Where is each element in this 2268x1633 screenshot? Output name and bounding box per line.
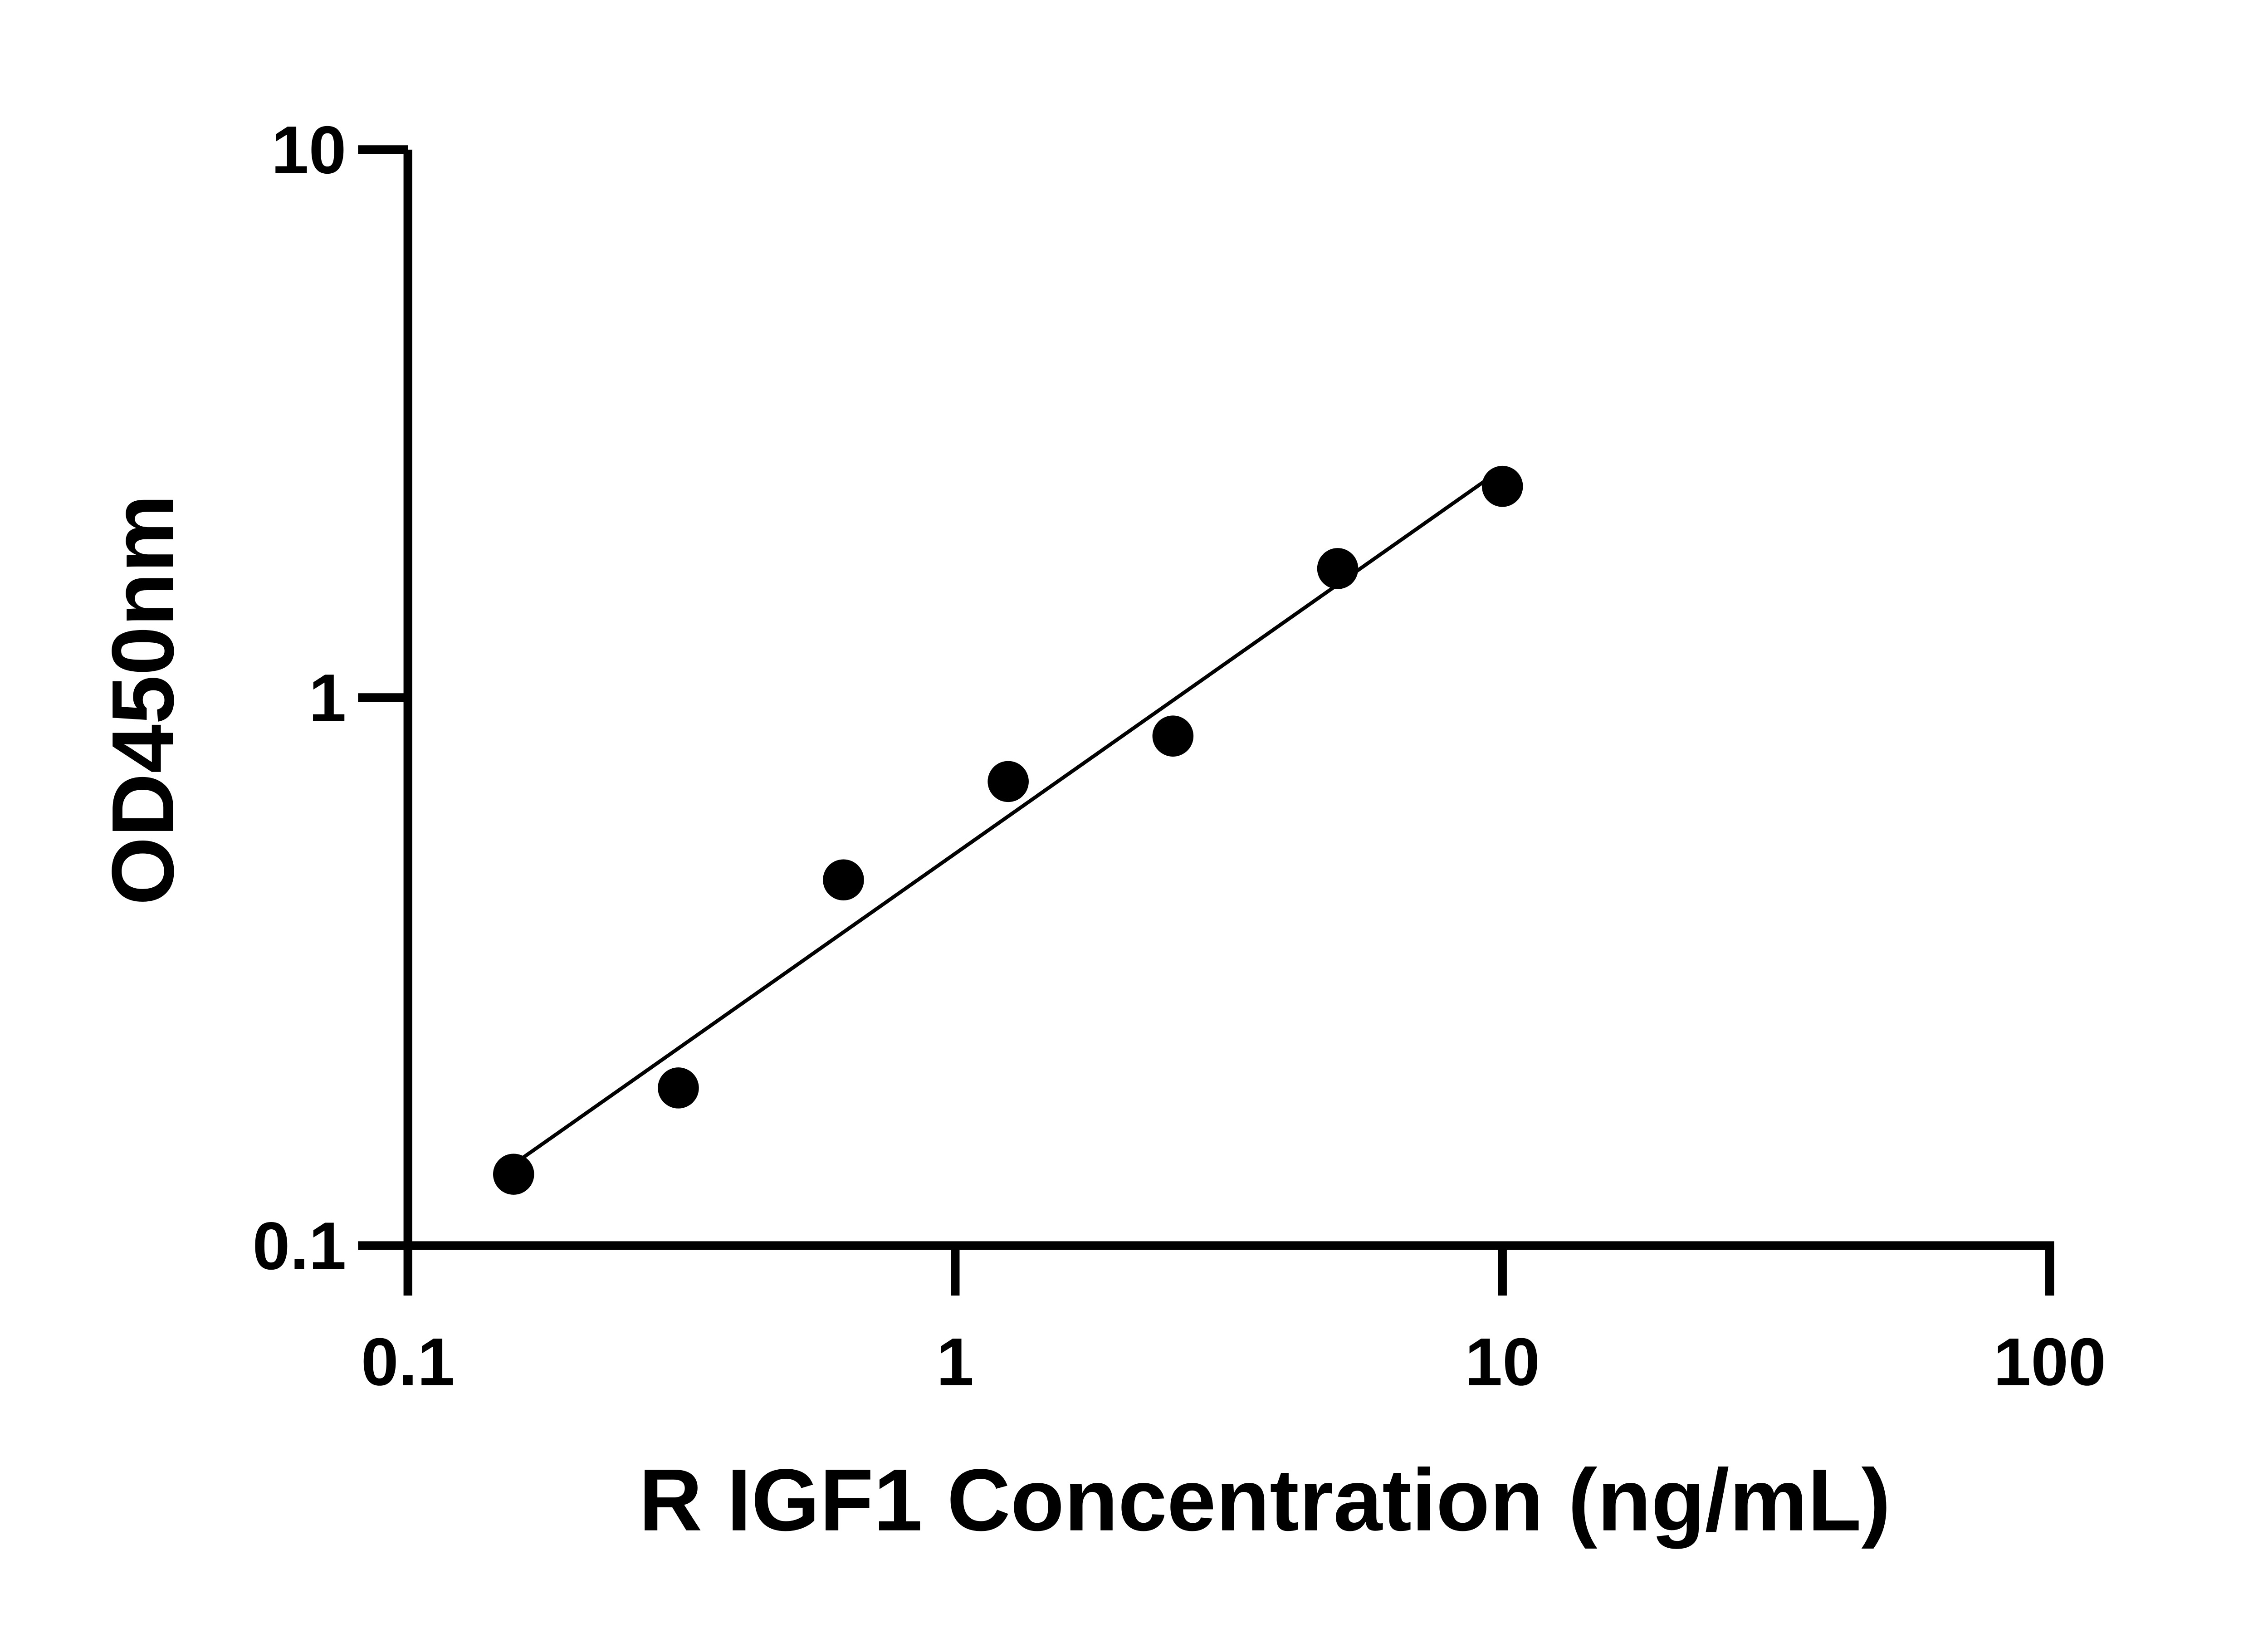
x-axis-title: R IGF1 Concentration (ng/mL) xyxy=(639,1451,1891,1550)
tick-labels: 0.1 1 10 100 0.1 1 10 xyxy=(253,112,2106,1400)
y-tick-label: 10 xyxy=(271,112,346,188)
data-point xyxy=(1317,548,1359,589)
data-point xyxy=(658,1067,699,1109)
y-tick-label: 1 xyxy=(309,660,347,736)
axes xyxy=(358,145,2054,1296)
data-point xyxy=(1152,715,1194,757)
y-tick-label: 0.1 xyxy=(253,1208,347,1284)
x-tick-label: 10 xyxy=(1465,1324,1540,1399)
data-point xyxy=(1481,465,1523,507)
x-tick-label: 0.1 xyxy=(361,1324,455,1399)
y-axis-title: OD450nm xyxy=(94,494,192,905)
data-point xyxy=(823,859,864,901)
data-points xyxy=(493,465,1523,1195)
x-tick-label: 100 xyxy=(1994,1324,2106,1399)
data-point xyxy=(493,1154,534,1195)
data-point xyxy=(987,761,1029,802)
x-tick-label: 1 xyxy=(936,1324,974,1399)
